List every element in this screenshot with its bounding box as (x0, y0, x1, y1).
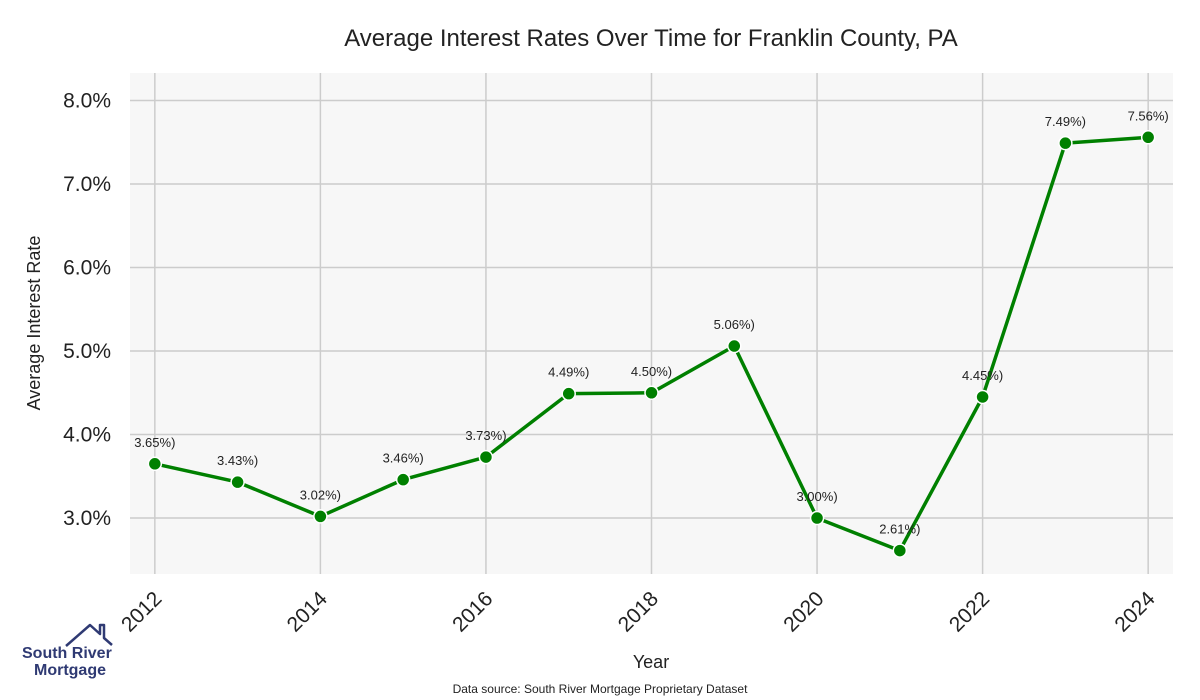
data-label: 7.56%) (1128, 108, 1169, 123)
x-tick-label: 2022 (945, 587, 994, 636)
data-point (395, 472, 411, 487)
y-tick-label: 6.0% (63, 257, 111, 280)
x-axis-ticks: 2012 2014 2016 2018 2020 2022 2024 (117, 587, 1160, 637)
x-tick-label: 2016 (448, 587, 497, 636)
house-roof-icon (65, 623, 113, 647)
logo-line-1: South River (22, 645, 112, 662)
data-label: 5.06%) (714, 317, 755, 332)
data-point (478, 449, 494, 465)
y-tick-label: 4.0% (63, 424, 111, 447)
data-point (230, 474, 245, 490)
logo: South River Mortgage (22, 623, 113, 679)
x-tick-label: 2024 (1110, 587, 1160, 637)
x-tick-label: 2012 (117, 587, 166, 636)
data-point (1140, 130, 1156, 145)
series-group (147, 130, 1156, 558)
data-label: 3.46%) (383, 451, 424, 466)
y-tick-label: 3.0% (63, 507, 111, 530)
data-label: 4.45%) (962, 368, 1003, 383)
data-label: 3.73%) (465, 428, 506, 443)
data-labels: 3.65%) 3.43%) 3.02%) 3.46%) 3.73%) 4.49%) 4.50… (134, 108, 1169, 536)
chart-title: Average Interest Rates Over Time for Fra… (344, 25, 958, 52)
data-point (313, 509, 328, 524)
y-tick-label: 5.0% (63, 340, 111, 363)
data-label: 2.61%) (879, 522, 920, 537)
data-point (809, 510, 825, 526)
data-label: 4.50%) (631, 364, 672, 379)
data-source-note: Data source: South River Mortgage Propri… (453, 682, 748, 696)
x-tick-label: 2014 (283, 587, 333, 637)
data-point (644, 385, 659, 401)
data-point (1058, 135, 1073, 151)
data-point (727, 338, 742, 354)
x-tick-label: 2018 (614, 587, 663, 636)
data-point (147, 456, 163, 472)
logo-line-2: Mortgage (34, 662, 106, 679)
data-point (892, 543, 908, 558)
grid-lines (130, 73, 1173, 574)
y-tick-label: 8.0% (63, 90, 111, 113)
y-tick-label: 7.0% (63, 173, 111, 196)
data-label: 3.00%) (796, 489, 837, 504)
data-label: 7.49%) (1045, 114, 1086, 129)
data-label: 3.02%) (300, 487, 341, 502)
data-point (975, 389, 990, 405)
data-label: 3.65%) (134, 435, 175, 450)
y-axis-label: Average Interest Rate (24, 236, 44, 411)
y-axis-ticks: 3.0% 4.0% 5.0% 6.0% 7.0% 8.0% (63, 90, 111, 530)
data-label: 3.43%) (217, 453, 258, 468)
data-label: 4.49%) (548, 365, 589, 380)
data-point (561, 386, 576, 401)
x-tick-label: 2020 (779, 587, 828, 636)
x-axis-label: Year (633, 652, 669, 672)
